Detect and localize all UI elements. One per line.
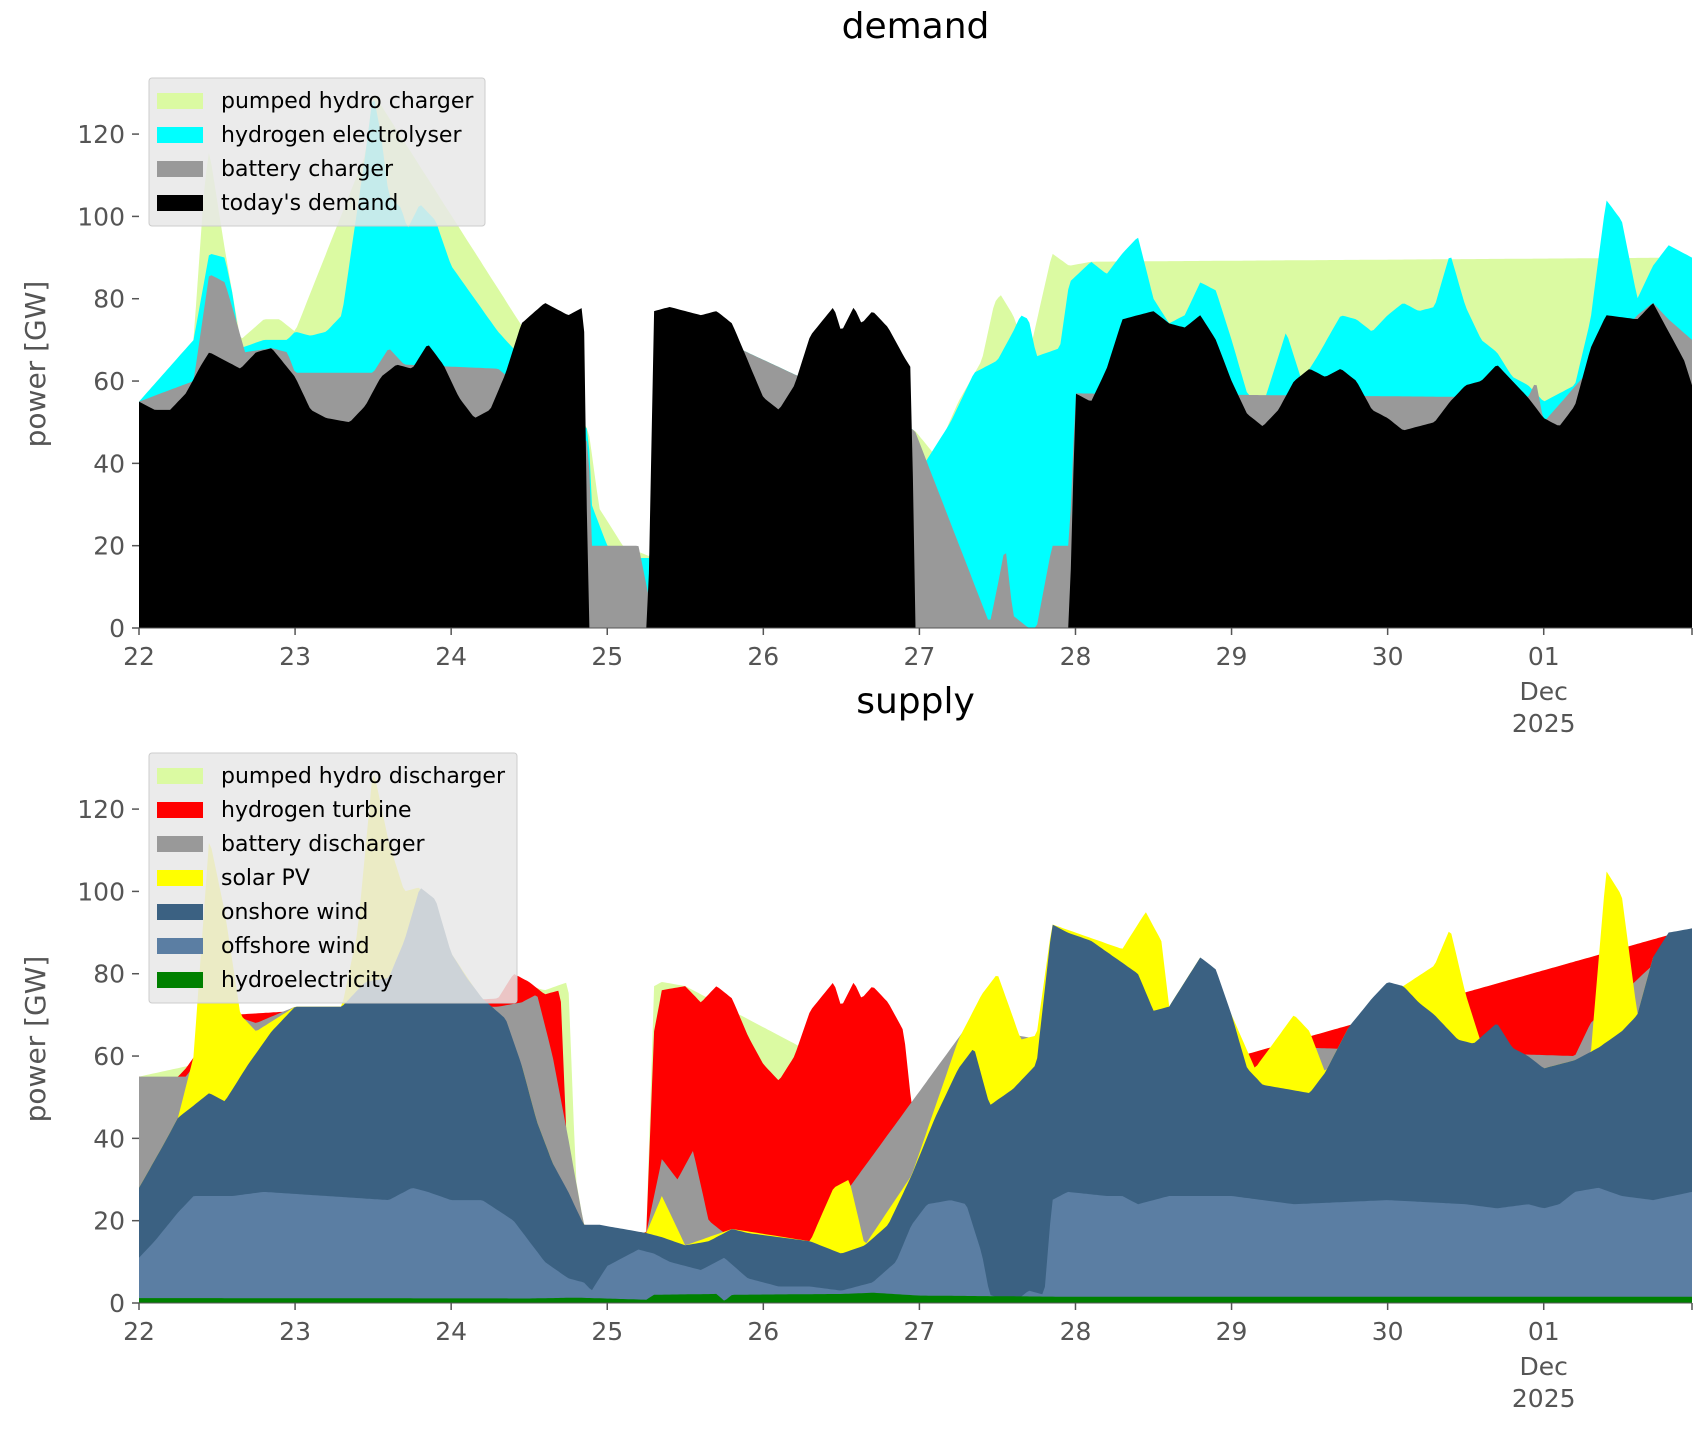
x-tick-label: 28 xyxy=(1060,642,1092,671)
y-tick-label: 60 xyxy=(93,1042,125,1071)
y-tick-label: 120 xyxy=(77,795,125,824)
x-tick-label: 23 xyxy=(279,1317,311,1346)
legend-swatch xyxy=(157,972,203,988)
x-tick-label-year: 2025 xyxy=(1512,1384,1576,1413)
area-offshore-wind xyxy=(139,1187,1692,1303)
legend-label: hydroelectricity xyxy=(221,968,393,993)
legend-label: onshore wind xyxy=(221,900,368,925)
legend: pumped hydro charger hydrogen electrolyse… xyxy=(148,77,486,227)
x-tick-label: 28 xyxy=(1060,1317,1092,1346)
y-tick-label: 0 xyxy=(109,614,125,643)
chart-supply: supply 0 20 40 60 80 100 120 power [GW] 22 23 24 25 2… xyxy=(19,681,1693,1413)
x-tick-label: 24 xyxy=(435,1317,467,1346)
legend-swatch xyxy=(157,870,203,886)
chart-title: demand xyxy=(842,6,990,47)
y-axis-label: power [GW] xyxy=(19,281,52,448)
legend-label: pumped hydro discharger xyxy=(221,764,506,789)
legend-label: battery charger xyxy=(221,157,394,182)
legend-swatch xyxy=(157,93,203,109)
y-tick-label: 40 xyxy=(93,449,125,478)
legend-label: today's demand xyxy=(221,191,398,216)
legend-swatch xyxy=(157,802,203,818)
legend-swatch xyxy=(157,768,203,784)
legend-swatch xyxy=(157,127,203,143)
legend-label: pumped hydro charger xyxy=(221,89,474,114)
legend: pumped hydro discharger hydrogen turbine b… xyxy=(148,752,518,1004)
x-tick-label: 30 xyxy=(1372,642,1404,671)
x-tick-label: 27 xyxy=(903,642,935,671)
x-tick-label: 01 xyxy=(1528,642,1560,671)
x-tick-label: 25 xyxy=(591,642,623,671)
legend-swatch xyxy=(157,836,203,852)
legend-box xyxy=(148,752,518,1004)
y-tick-label: 120 xyxy=(77,120,125,149)
chart-demand: demand 0 20 40 60 80 100 120 power [GW] 22 23 24 25 2… xyxy=(19,6,1693,738)
area-onshore-wind xyxy=(139,888,1692,1303)
x-tick-label: 22 xyxy=(123,1317,155,1346)
y-tick-label: 60 xyxy=(93,367,125,396)
x-tick-label: 22 xyxy=(123,642,155,671)
x-tick-label: 25 xyxy=(591,1317,623,1346)
legend-swatch xyxy=(157,161,203,177)
x-tick-label: 26 xyxy=(747,1317,779,1346)
legend-swatch xyxy=(157,195,203,211)
x-tick-label: 26 xyxy=(747,642,779,671)
y-axis-label: power [GW] xyxy=(19,956,52,1123)
y-tick-label: 80 xyxy=(93,285,125,314)
chart-title: supply xyxy=(856,681,975,722)
x-tick-label: 23 xyxy=(279,642,311,671)
area-hydroelectricity xyxy=(139,1292,1692,1303)
legend-label: hydrogen electrolyser xyxy=(221,123,462,148)
x-tick-label-year: 2025 xyxy=(1512,709,1576,738)
legend-swatch xyxy=(157,938,203,954)
x-tick-label: 29 xyxy=(1216,642,1248,671)
legend-label: offshore wind xyxy=(221,934,370,959)
legend-label: solar PV xyxy=(221,866,310,891)
area-today-s-demand xyxy=(139,303,1692,628)
y-tick-label: 80 xyxy=(93,960,125,989)
x-tick-label: 01 xyxy=(1528,1317,1560,1346)
legend-swatch xyxy=(157,904,203,920)
y-tick-label: 100 xyxy=(77,877,125,906)
y-tick-label: 20 xyxy=(93,532,125,561)
y-tick-label: 40 xyxy=(93,1124,125,1153)
legend-label: battery discharger xyxy=(221,832,426,857)
y-tick-label: 0 xyxy=(109,1289,125,1318)
y-tick-label: 100 xyxy=(77,202,125,231)
x-tick-label: 30 xyxy=(1372,1317,1404,1346)
x-tick-label: 27 xyxy=(903,1317,935,1346)
legend-label: hydrogen turbine xyxy=(221,798,412,823)
x-tick-label: 29 xyxy=(1216,1317,1248,1346)
x-tick-label: 24 xyxy=(435,642,467,671)
y-tick-label: 20 xyxy=(93,1207,125,1236)
x-tick-label-month: Dec xyxy=(1520,1352,1568,1381)
legend-box xyxy=(148,77,486,227)
x-tick-label-month: Dec xyxy=(1520,677,1568,706)
